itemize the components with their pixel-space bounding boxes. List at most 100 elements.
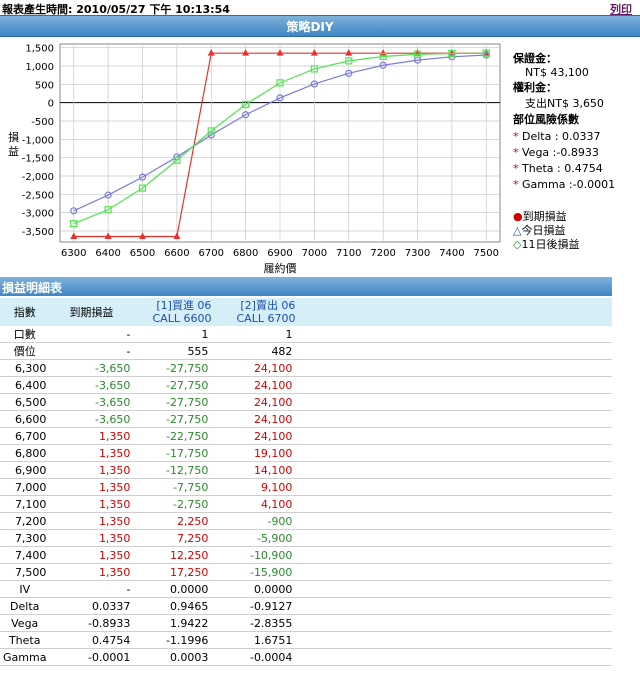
leg1-cell: -27,750	[133, 359, 212, 377]
greek-item: * Theta : 0.4754	[513, 162, 628, 178]
leg1-cell: 12,250	[133, 546, 212, 564]
data-point	[276, 49, 284, 56]
table-row: Theta 0.4754 -1.1996 1.6751	[0, 631, 612, 649]
series-line	[73, 54, 487, 212]
index-cell: 6,800	[0, 444, 50, 462]
leg2-cell: -0.0004	[211, 648, 296, 666]
expiry-cell: 1,350	[49, 529, 134, 547]
info-panel: 保證金： NT$ 43,100 權利金： 支出NT$ 3,650 部位風險係數 …	[513, 50, 628, 251]
header-leg1: [1]買進 06 CALL 6600	[133, 298, 212, 326]
leg2-cell: -900	[211, 512, 296, 530]
margin-label: 保證金：	[513, 52, 557, 65]
greek-value: Gamma :-0.0001	[522, 178, 616, 191]
table-row: IV -0.0000 0.0000	[0, 580, 612, 598]
detail-section-bar: 損益明細表	[0, 277, 612, 296]
index-cell: 7,100	[0, 495, 50, 513]
spacer-cell	[295, 326, 612, 343]
greek-value: Theta : 0.4754	[522, 162, 603, 175]
detail-header-row: 指數 到期損益 [1]買進 06 CALL 6600 [2]賣出 06 CALL…	[0, 298, 612, 326]
data-point	[242, 111, 250, 119]
leg1-cell: 7,250	[133, 529, 212, 547]
data-point	[379, 61, 387, 69]
data-point	[310, 65, 318, 73]
header-spacer	[295, 298, 612, 326]
data-point	[139, 232, 146, 239]
leg1-cell: 0.0000	[133, 580, 212, 598]
leg2-cell: -10,900	[211, 546, 296, 564]
data-point	[413, 50, 422, 58]
leg1-cell: -27,750	[133, 410, 212, 428]
table-row: 6,400 -3,650 -27,750 24,100	[0, 376, 612, 394]
greek-star: *	[513, 162, 522, 175]
index-cell: 6,900	[0, 461, 50, 479]
index-cell: 7,400	[0, 546, 50, 564]
detail-table-body: 口數 -1 1 價位 -555 482 6,300 -3,650 -27,750 24,100 6,…	[0, 326, 612, 666]
legend-item: ●到期損益	[513, 208, 628, 223]
print-link[interactable]: 列印	[610, 3, 632, 16]
x-tick-label: 6300	[61, 248, 86, 259]
legend-marker-icon: ◇	[513, 238, 522, 251]
header-leg1-line1: [1]買進 06	[156, 299, 212, 312]
leg1-cell: -27,750	[133, 376, 212, 394]
spacer-cell	[295, 495, 612, 513]
leg1-cell: -1.1996	[133, 631, 212, 649]
leg2-cell: 24,100	[211, 393, 296, 411]
margin-value: NT$ 43,100	[525, 66, 589, 79]
header-leg2: [2]賣出 06 CALL 6700	[211, 298, 296, 326]
leg2-cell: 14,100	[211, 461, 296, 479]
greek-star: *	[513, 146, 522, 159]
leg2-cell: 24,100	[211, 376, 296, 394]
header-expiry: 到期損益	[49, 298, 134, 326]
table-row: 6,500 -3,650 -27,750 24,100	[0, 393, 612, 411]
data-point	[310, 49, 318, 56]
expiry-cell: -3,650	[49, 393, 134, 411]
expiry-cell: -3,650	[49, 376, 134, 394]
x-tick-label: 7200	[370, 248, 395, 259]
index-cell: 7,200	[0, 512, 50, 530]
spacer-cell	[295, 563, 612, 581]
chart-area: 1,500 1,000 500 0 -500 -1,000 -1,500 -2,000 -2,5…	[0, 36, 620, 276]
y-tick-label: 1,000	[25, 62, 54, 73]
table-row: Gamma -0.0001 0.0003 -0.0004	[0, 648, 612, 666]
index-cell: 7,000	[0, 478, 50, 496]
expiry-cell: -0.0001	[49, 648, 134, 666]
table-row: 6,800 1,350 -17,750 19,100	[0, 444, 612, 462]
index-cell: 6,700	[0, 427, 50, 445]
leg1-cell: 1	[133, 326, 212, 343]
risk-label: 部位風險係數	[513, 113, 579, 126]
expiry-cell: 1,350	[49, 563, 134, 581]
greek-star: *	[513, 130, 522, 143]
greek-value: Vega :-0.8933	[522, 146, 599, 159]
spacer-cell	[295, 393, 612, 411]
spacer-cell	[295, 478, 612, 496]
greek-star: *	[513, 178, 522, 191]
table-row: 7,300 1,350 7,250 -5,900	[0, 529, 612, 547]
x-tick-label: 6900	[267, 248, 292, 259]
expiry-cell: 0.0337	[49, 597, 134, 615]
expiry-cell: -0.8933	[49, 614, 134, 632]
leg1-cell: -12,750	[133, 461, 212, 479]
spacer-cell	[295, 512, 612, 530]
expiry-cell: 1,350	[49, 427, 134, 445]
expiry-cell: 1,350	[49, 478, 134, 496]
y-tick-label: -3,500	[22, 227, 54, 238]
table-row: 6,600 -3,650 -27,750 24,100	[0, 410, 612, 428]
index-cell: 6,500	[0, 393, 50, 411]
leg2-cell: -5,900	[211, 529, 296, 547]
spacer-cell	[295, 410, 612, 428]
data-point	[104, 191, 112, 199]
data-point	[242, 100, 250, 109]
index-cell: 6,600	[0, 410, 50, 428]
table-row: 7,200 1,350 2,250 -900	[0, 512, 612, 530]
index-cell: 6,400	[0, 376, 50, 394]
header-leg1-line2: CALL 6600	[152, 312, 212, 325]
x-tick-label: 7400	[439, 248, 464, 259]
data-point	[70, 207, 78, 215]
series-line	[73, 52, 487, 225]
leg2-cell: 9,100	[211, 478, 296, 496]
data-point	[70, 232, 78, 239]
data-point	[207, 49, 215, 56]
expiry-cell: -	[49, 326, 134, 343]
leg1-cell: -17,750	[133, 444, 212, 462]
legend-marker-icon: △	[513, 224, 522, 237]
